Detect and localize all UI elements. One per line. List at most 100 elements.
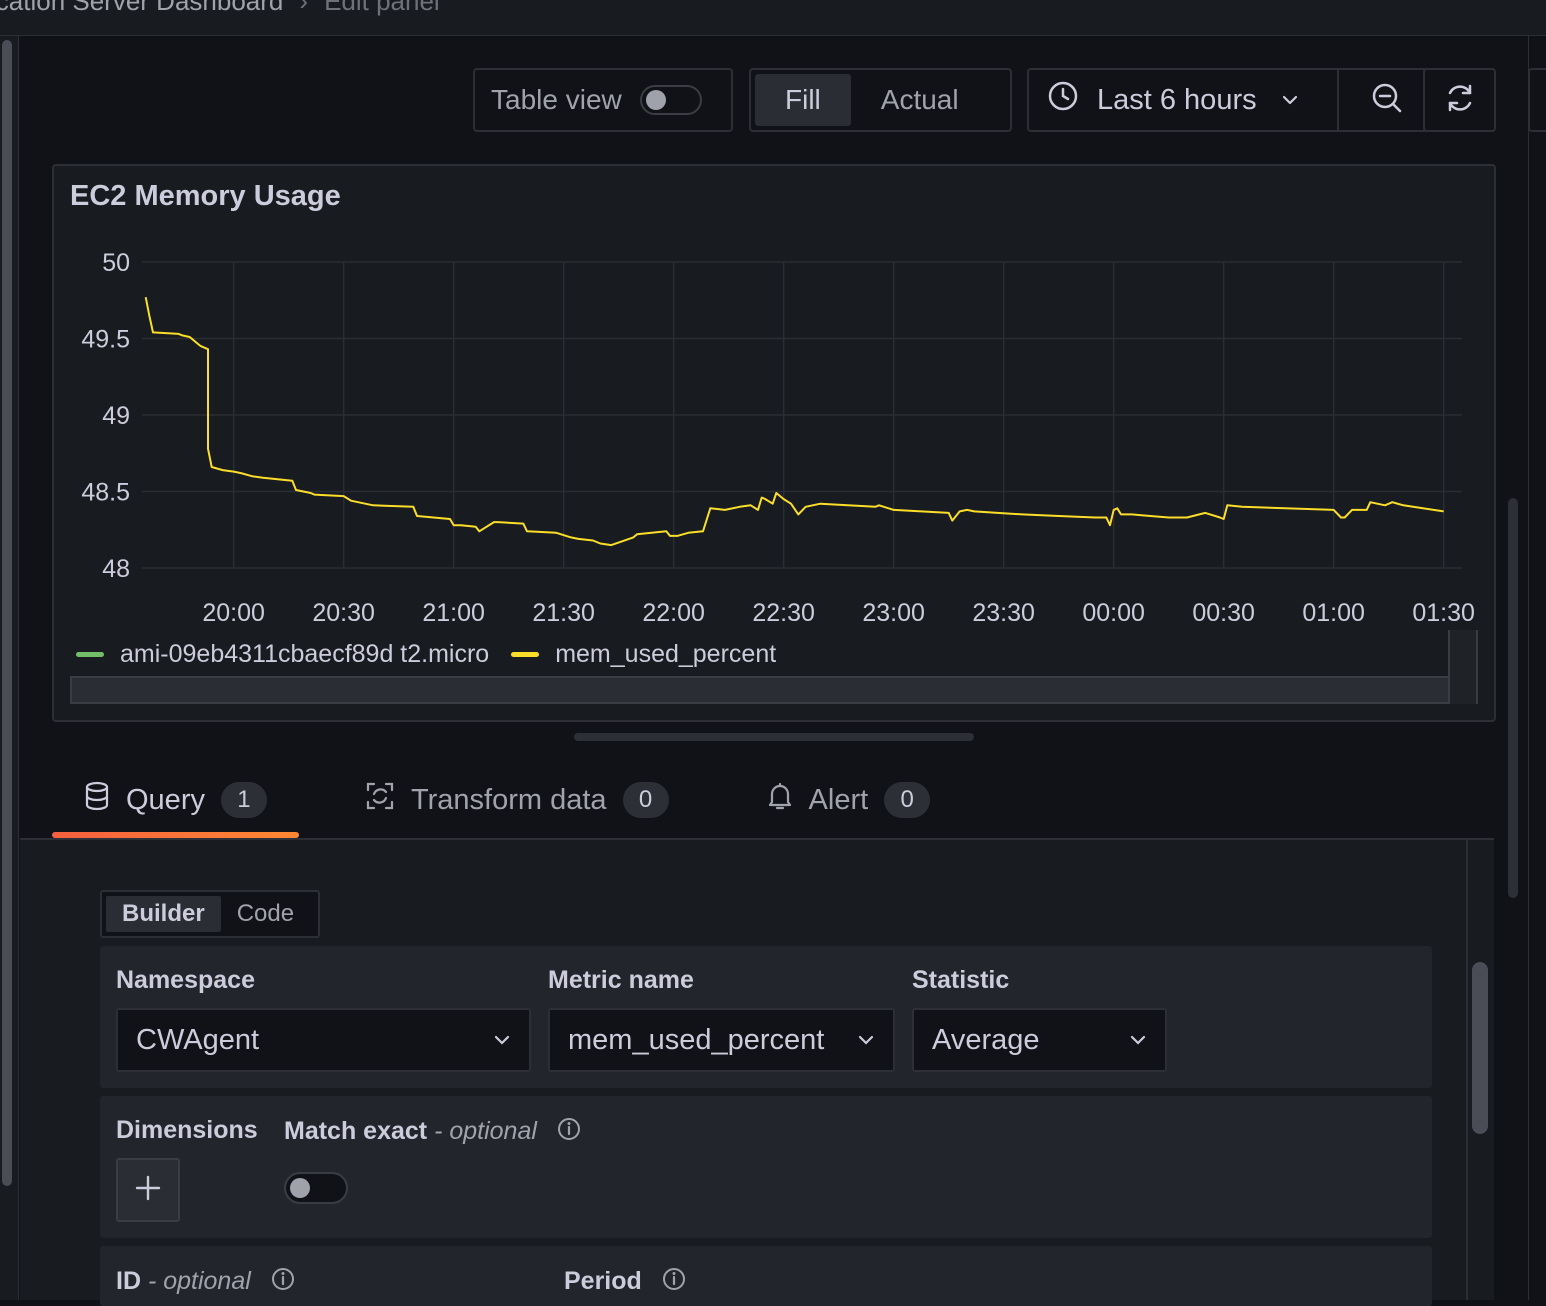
tab-count-badge: 0 xyxy=(884,782,931,818)
panel-resize-splitter[interactable] xyxy=(574,733,974,741)
chevron-down-icon xyxy=(857,1024,875,1057)
top-bar: ication Server Dashboard › Edit panel xyxy=(0,0,1546,36)
main-scrollbar-thumb[interactable] xyxy=(1508,498,1518,898)
metric-name-value: mem_used_percent xyxy=(568,1023,825,1056)
statistic-label: Statistic xyxy=(912,966,1010,994)
id-period-section xyxy=(100,1246,1432,1306)
tab-label: Query xyxy=(126,783,205,816)
chevron-down-icon xyxy=(1129,1024,1147,1057)
y-tick-label: 50 xyxy=(102,249,130,277)
legend-label: ami-09eb4311cbaecf89d t2.micro xyxy=(120,640,490,668)
info-icon[interactable] xyxy=(556,1116,582,1149)
x-tick-label: 21:30 xyxy=(532,599,595,627)
tab-label: Alert xyxy=(808,783,869,816)
statistic-value: Average xyxy=(932,1023,1040,1056)
builder-mode-button[interactable]: Builder xyxy=(106,896,221,932)
x-tick-label: 23:30 xyxy=(972,599,1035,627)
table-view-label: Table view xyxy=(491,84,622,115)
match-exact-text: Match exact xyxy=(284,1117,428,1146)
table-view-toggle[interactable]: Table view xyxy=(473,68,733,132)
panel-frame xyxy=(52,164,1496,722)
fill-actual-radio-group: Fill Actual xyxy=(749,68,1012,132)
tab-label: Transform data xyxy=(410,783,607,816)
x-tick-label: 00:00 xyxy=(1082,599,1145,627)
table-view-switch[interactable] xyxy=(639,85,702,115)
x-tick-label: 20:30 xyxy=(312,599,375,627)
period-text: Period xyxy=(564,1267,642,1296)
panel-title: EC2 Memory Usage xyxy=(70,180,341,212)
actual-option[interactable]: Actual xyxy=(880,84,959,115)
tab-count-badge: 0 xyxy=(622,782,669,818)
refresh-button[interactable] xyxy=(1423,68,1496,132)
optional-suffix: - optional xyxy=(434,1117,537,1146)
plus-icon xyxy=(135,1175,161,1206)
time-range-button[interactable]: Last 6 hours xyxy=(1029,70,1339,130)
chevron-down-icon xyxy=(493,1024,511,1057)
add-dimension-button[interactable] xyxy=(116,1158,180,1222)
optional-suffix: - optional xyxy=(147,1267,251,1296)
x-tick-label: 23:00 xyxy=(862,599,925,627)
x-tick-label: 22:30 xyxy=(752,599,815,627)
dimensions-section xyxy=(100,1096,1432,1238)
x-tick-label: 00:30 xyxy=(1192,599,1255,627)
refresh-icon xyxy=(1443,81,1477,120)
x-tick-label: 20:00 xyxy=(202,599,265,627)
legend-swatch-green xyxy=(76,652,104,657)
bell-icon xyxy=(767,781,793,819)
legend-item-ami[interactable]: ami-09eb4311cbaecf89d t2.micro xyxy=(76,640,489,669)
chevron-down-icon xyxy=(1281,84,1299,117)
y-tick-label: 48.5 xyxy=(81,479,130,507)
time-series-chart[interactable]: 50 49.5 49 48.5 48 20:00 20:30 21:00 21:30 22:00 2… xyxy=(60,240,1480,640)
left-scrollbar-thumb[interactable] xyxy=(2,40,12,1186)
y-tick-label: 48 xyxy=(102,555,130,583)
tab-transform-data[interactable]: Transform data 0 xyxy=(333,770,701,830)
namespace-label: Namespace xyxy=(116,966,255,994)
breadcrumb-dashboard-link[interactable]: ication Server Dashboard xyxy=(0,0,284,16)
zoom-out-icon xyxy=(1370,81,1404,120)
apply-button-edge[interactable] xyxy=(1528,68,1546,132)
breadcrumb-current: Edit panel xyxy=(324,0,440,16)
namespace-value: CWAgent xyxy=(136,1023,260,1056)
tab-alert[interactable]: Alert 0 xyxy=(735,770,963,830)
id-text: ID xyxy=(116,1267,141,1296)
match-exact-label: Match exact - optional xyxy=(284,1116,582,1149)
x-tick-label: 21:00 xyxy=(422,599,485,627)
info-icon[interactable] xyxy=(270,1266,296,1299)
metric-name-select[interactable]: mem_used_percent xyxy=(548,1008,895,1072)
time-range-picker: Last 6 hours xyxy=(1027,68,1437,132)
legend-item-mem-used[interactable]: mem_used_percent xyxy=(511,640,776,669)
x-tick-label: 01:00 xyxy=(1302,599,1365,627)
dimensions-label: Dimensions xyxy=(116,1116,258,1144)
editor-scrollbar-thumb[interactable] xyxy=(1472,962,1488,1134)
x-tick-label: 22:00 xyxy=(642,599,705,627)
x-tick-label: 01:30 xyxy=(1412,599,1475,627)
database-icon xyxy=(84,781,110,819)
legend-label: mem_used_percent xyxy=(555,640,777,668)
breadcrumb-separator: › xyxy=(299,0,309,16)
fill-option[interactable]: Fill xyxy=(755,74,851,126)
y-tick-label: 49 xyxy=(102,402,130,430)
legend-swatch-yellow xyxy=(511,652,540,657)
tab-query[interactable]: Query 1 xyxy=(52,770,299,838)
transform-icon xyxy=(365,781,395,819)
legend-vertical-scrollbar[interactable] xyxy=(1448,630,1478,704)
id-label: ID - optional xyxy=(116,1266,296,1299)
clock-icon xyxy=(1047,80,1079,120)
statistic-select[interactable]: Average xyxy=(912,1008,1167,1072)
chart-legend: ami-09eb4311cbaecf89d t2.micro mem_used_… xyxy=(76,640,776,669)
namespace-select[interactable]: CWAgent xyxy=(116,1008,531,1072)
series-line-mem-used-percent xyxy=(144,297,1444,547)
editor-scroll-track xyxy=(1466,838,1494,1300)
options-pane-edge xyxy=(1528,36,1546,1300)
breadcrumb: ication Server Dashboard › Edit panel xyxy=(0,0,440,17)
editor-tabs: Query 1 Transform data 0 Alert 0 xyxy=(52,770,962,838)
zoom-out-button[interactable] xyxy=(1339,81,1435,120)
legend-horizontal-scrollbar[interactable] xyxy=(70,676,1478,704)
code-mode-button[interactable]: Code xyxy=(236,900,295,927)
match-exact-switch[interactable] xyxy=(284,1172,348,1204)
period-label: Period xyxy=(564,1266,687,1299)
info-icon[interactable] xyxy=(661,1266,687,1299)
y-tick-label: 49.5 xyxy=(81,326,130,354)
tab-count-badge: 1 xyxy=(220,782,267,818)
metric-name-label: Metric name xyxy=(548,966,694,994)
